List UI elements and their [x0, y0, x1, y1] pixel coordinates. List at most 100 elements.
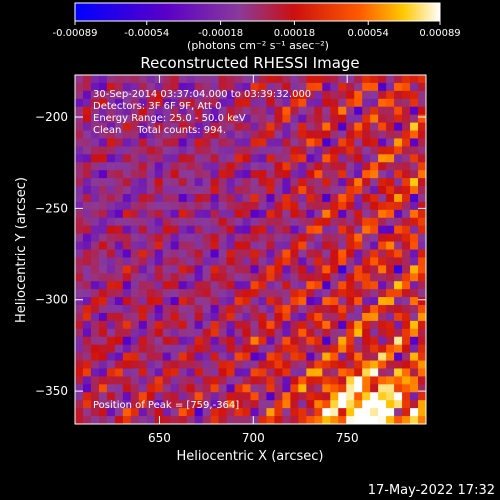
heatmap-cell [378, 122, 387, 132]
heatmap-cell [122, 106, 132, 116]
heatmap-cell [98, 106, 108, 116]
heatmap-cell [410, 400, 419, 409]
heatmap-cell [90, 201, 100, 211]
heatmap-cell [242, 170, 252, 179]
heatmap-cell [330, 257, 339, 266]
heatmap-cell [234, 186, 244, 195]
heatmap-cell [290, 225, 299, 235]
heatmap-cell [162, 233, 172, 243]
heatmap-cell [322, 241, 331, 251]
heatmap-cell [362, 193, 371, 203]
heatmap-cell [258, 162, 268, 171]
heatmap-cell [346, 209, 355, 219]
heatmap-cell [178, 408, 188, 417]
heatmap-cell [322, 122, 331, 132]
heatmap-cell [146, 384, 156, 393]
heatmap-cell [346, 178, 355, 187]
heatmap-cell [162, 376, 172, 385]
heatmap-cell [98, 122, 108, 132]
heatmap-cell [226, 408, 236, 417]
heatmap-cell [298, 82, 307, 92]
heatmap-cell [338, 408, 347, 417]
heatmap-cell [402, 352, 411, 362]
heatmap-cell [122, 257, 132, 266]
heatmap-cell [114, 328, 124, 338]
heatmap-cell [234, 400, 244, 409]
heatmap-cell [114, 416, 124, 424]
heatmap-cell [410, 336, 419, 346]
heatmap-cell [114, 352, 124, 362]
heatmap-cell [82, 162, 92, 171]
heatmap-cell [122, 162, 132, 171]
heatmap-cell [98, 312, 108, 322]
heatmap-cell [314, 130, 323, 140]
heatmap-cell [362, 320, 371, 330]
heatmap-cell [226, 209, 236, 219]
heatmap-cell [194, 178, 204, 187]
image-area [75, 75, 426, 424]
heatmap-cell [106, 186, 116, 195]
heatmap-cell [106, 273, 116, 282]
heatmap-cell [402, 98, 411, 108]
heatmap-cell [130, 217, 140, 227]
heatmap-cell [106, 162, 116, 171]
heatmap-cell [218, 416, 228, 424]
heatmap-cell [146, 217, 156, 227]
heatmap-cell [202, 130, 212, 140]
heatmap-cell [138, 281, 148, 290]
heatmap-cell [114, 320, 124, 330]
heatmap-cell [162, 193, 172, 203]
heatmap-cell [234, 289, 244, 298]
heatmap-cell [354, 392, 363, 401]
heatmap-cell [250, 178, 260, 187]
heatmap-cell [386, 336, 395, 346]
heatmap-cell [282, 312, 291, 322]
heatmap-cell [146, 281, 156, 290]
heatmap-cell [386, 360, 395, 370]
heatmap-cell [282, 233, 291, 243]
heatmap-cell [162, 400, 172, 409]
heatmap-cell [82, 297, 92, 306]
heatmap-cell [218, 320, 228, 330]
heatmap-cell [138, 146, 148, 155]
heatmap-cell [130, 273, 140, 282]
heatmap-cell [354, 352, 363, 362]
heatmap-cell [82, 273, 92, 282]
heatmap-cell [354, 162, 363, 171]
heatmap-cell [386, 352, 395, 362]
colorbar-units-label: (photons cm⁻² s⁻¹ asec⁻²) [187, 39, 329, 52]
heatmap-cell [330, 281, 339, 290]
heatmap-cell [338, 82, 347, 92]
heatmap-cell [394, 146, 403, 155]
heatmap-cell [186, 344, 196, 354]
heatmap-cell [266, 249, 276, 259]
heatmap-cell [106, 352, 116, 362]
heatmap-cell [418, 217, 426, 227]
heatmap-cell [98, 241, 108, 251]
heatmap-cell [274, 98, 284, 108]
heatmap-cell [82, 217, 92, 227]
heatmap-cell [154, 249, 164, 259]
heatmap-cell [322, 273, 331, 282]
heatmap-cell [194, 408, 204, 417]
heatmap-cell [242, 392, 252, 401]
heatmap-cell [146, 209, 156, 219]
heatmap-cell [130, 368, 140, 378]
heatmap-cell [138, 170, 148, 179]
heatmap-cell [314, 225, 323, 235]
heatmap-cell [138, 265, 148, 274]
heatmap-cell [98, 281, 108, 290]
heatmap-cell [394, 201, 403, 211]
heatmap-cell [418, 209, 426, 219]
heatmap-cell [338, 257, 347, 266]
heatmap-cell [170, 233, 180, 243]
heatmap-cell [90, 320, 100, 330]
heatmap-cell [290, 368, 299, 378]
heatmap-cell [402, 130, 411, 140]
heatmap-cell [130, 281, 140, 290]
heatmap-cell [210, 336, 220, 346]
heatmap-cell [306, 170, 315, 179]
heatmap-cell [418, 392, 426, 401]
heatmap-cell [114, 201, 124, 211]
heatmap-cell [378, 368, 387, 378]
